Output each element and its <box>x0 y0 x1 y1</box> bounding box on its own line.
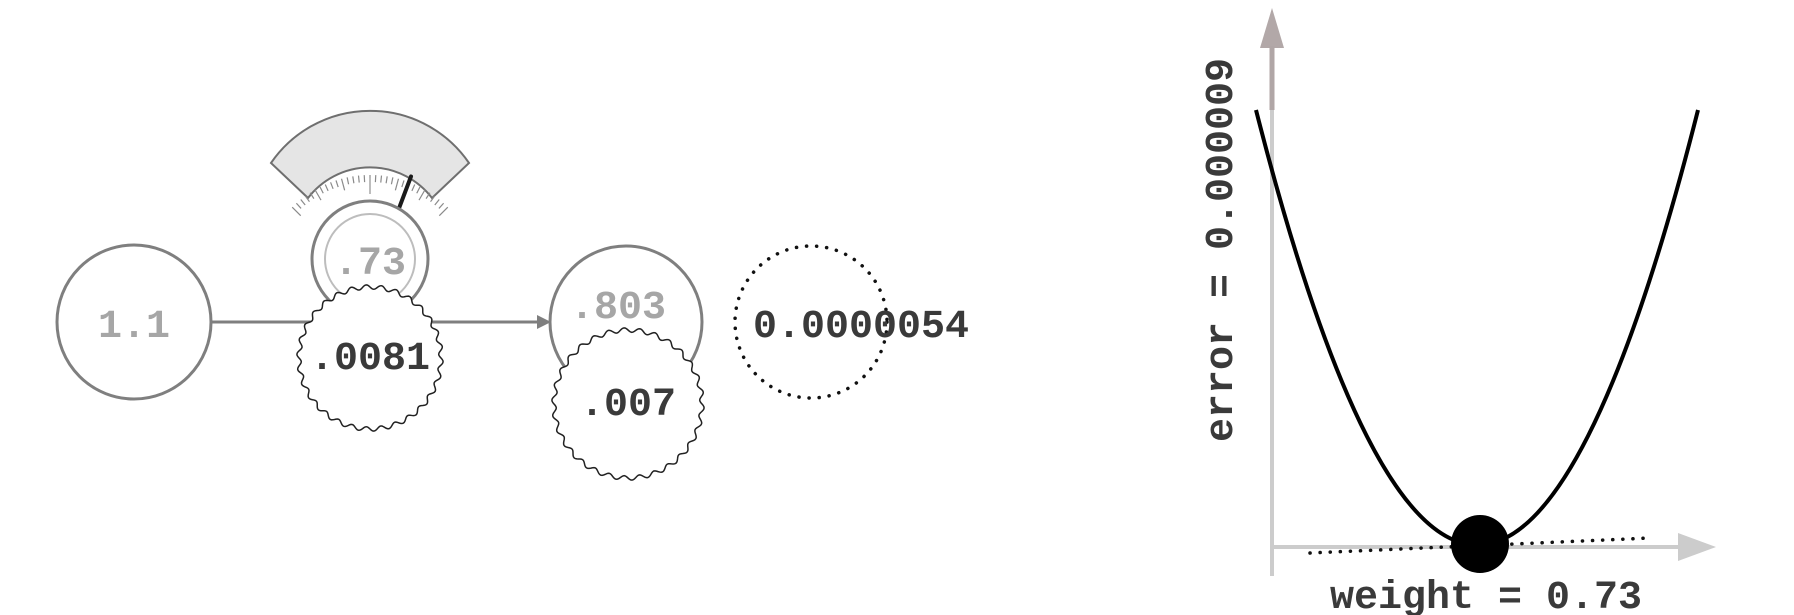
gauge-tick <box>336 180 338 187</box>
gauge-tick <box>395 179 398 191</box>
weight-delta-node: .0081 <box>297 285 443 431</box>
gauge-tick <box>417 187 420 193</box>
gauge-tick <box>391 177 392 184</box>
gauge-tick <box>381 176 382 183</box>
error-node: 0.0000054 <box>735 246 969 398</box>
gauge-tick <box>296 203 301 208</box>
error-curve <box>1256 110 1698 545</box>
gauge-tick <box>412 185 415 191</box>
delta-value: .007 <box>580 383 676 428</box>
error-value: 0.0000054 <box>753 305 969 350</box>
y-axis-arrow-icon <box>1260 8 1284 48</box>
input-node: 1.1 <box>57 245 211 399</box>
gauge-tick <box>435 200 439 205</box>
gauge-tick <box>386 176 387 183</box>
weight-delta-value: .0081 <box>310 337 430 382</box>
gauge-tick <box>353 176 354 183</box>
gauge-tick <box>331 182 334 189</box>
error-curve-panel: error = 0.000009 weight = 0.73 <box>1200 8 1716 615</box>
gauge-tick <box>359 176 360 183</box>
network-diagram: .73 1.1 .803 .0081 .007 0.0000054 <box>57 111 969 480</box>
gauge-tick <box>419 190 425 200</box>
gauge-tick <box>402 180 404 187</box>
gauge-tick <box>439 203 444 208</box>
gauge-tick <box>347 177 348 184</box>
gauge-tick <box>315 190 321 200</box>
input-value: 1.1 <box>98 305 170 350</box>
weight-value: .73 <box>334 242 406 287</box>
gauge-tick <box>439 207 447 215</box>
prediction-value: .803 <box>570 286 666 331</box>
gauge-tick <box>292 207 300 215</box>
current-weight-point <box>1451 515 1509 573</box>
gauge-tick <box>325 185 328 191</box>
x-axis-label: weight = 0.73 <box>1330 576 1642 615</box>
gauge-needle <box>398 176 411 210</box>
gauge-tick <box>342 179 345 191</box>
x-axis-arrow-icon <box>1678 533 1716 561</box>
y-axis-label: error = 0.000009 <box>1200 58 1245 442</box>
gauge-tick <box>320 187 323 193</box>
gauge-tick <box>301 200 305 205</box>
